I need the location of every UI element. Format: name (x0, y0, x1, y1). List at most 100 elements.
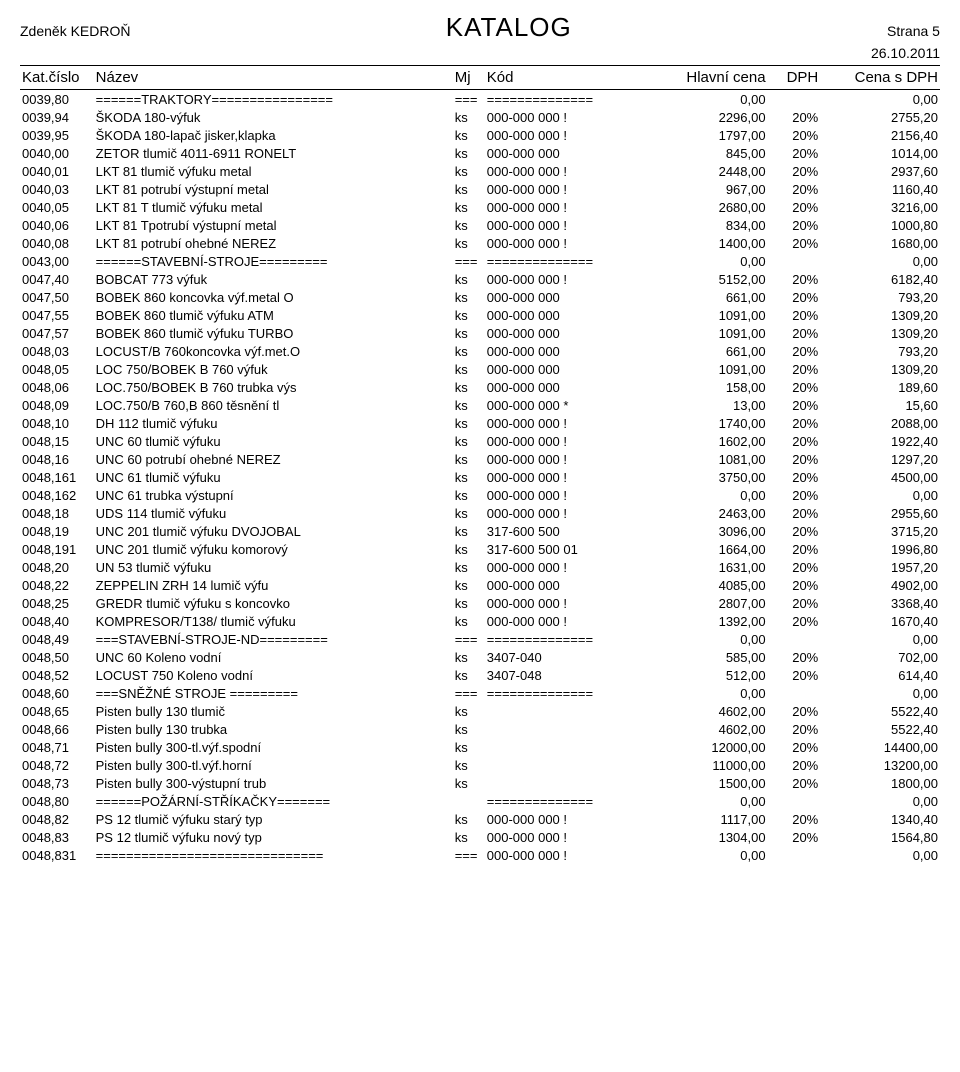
cell-naz: LKT 81 Tpotrubí výstupní metal (94, 216, 453, 234)
cell-hc: 158,00 (617, 378, 768, 396)
cell-cdp: 0,00 (820, 630, 940, 648)
cell-dph: 20% (768, 108, 821, 126)
cell-mj: ks (453, 126, 485, 144)
cell-cdp: 793,20 (820, 288, 940, 306)
cell-kod: 000-000 000 ! (485, 270, 617, 288)
table-row: 0048,22ZEPPELIN ZRH 14 lumič výfuks000-0… (20, 576, 940, 594)
table-row: 0048,831================================… (20, 846, 940, 864)
cell-kat: 0048,50 (20, 648, 94, 666)
cell-kat: 0048,73 (20, 774, 94, 792)
cell-kod: 000-000 000 ! (485, 846, 617, 864)
cell-mj: ks (453, 234, 485, 252)
cell-naz: UN 53 tlumič výfuku (94, 558, 453, 576)
table-row: 0040,05LKT 81 T tlumič výfuku metalks000… (20, 198, 940, 216)
cell-kat: 0048,16 (20, 450, 94, 468)
cell-kat: 0048,66 (20, 720, 94, 738)
cell-kat: 0048,15 (20, 432, 94, 450)
cell-kod (485, 720, 617, 738)
cell-dph: 20% (768, 648, 821, 666)
cell-naz: ===SNĚŽNÉ STROJE ========= (94, 684, 453, 702)
cell-kat: 0048,65 (20, 702, 94, 720)
cell-mj: ks (453, 378, 485, 396)
cell-kod: 3407-040 (485, 648, 617, 666)
cell-cdp: 5522,40 (820, 702, 940, 720)
cell-naz: PS 12 tlumič výfuku nový typ (94, 828, 453, 846)
cell-cdp: 1309,20 (820, 324, 940, 342)
table-row: 0048,40KOMPRESOR/T138/ tlumič výfukuks00… (20, 612, 940, 630)
page-header: Zdeněk KEDROŇ KATALOG Strana 5 (20, 12, 940, 43)
cell-kod: 317-600 500 01 (485, 540, 617, 558)
cell-hc: 0,00 (617, 846, 768, 864)
cell-dph (768, 792, 821, 810)
cell-hc: 512,00 (617, 666, 768, 684)
cell-hc: 1091,00 (617, 324, 768, 342)
cell-cdp: 15,60 (820, 396, 940, 414)
cell-kod: 000-000 000 (485, 378, 617, 396)
cell-hc: 967,00 (617, 180, 768, 198)
cell-kat: 0048,18 (20, 504, 94, 522)
table-row: 0048,65Pisten bully 130 tlumičks4602,002… (20, 702, 940, 720)
cell-cdp: 1564,80 (820, 828, 940, 846)
cell-dph (768, 846, 821, 864)
cell-kod: 000-000 000 ! (485, 198, 617, 216)
table-row: 0040,03LKT 81 potrubí výstupní metalks00… (20, 180, 940, 198)
cell-dph (768, 630, 821, 648)
table-row: 0048,25GREDR tlumič výfuku s koncovkoks0… (20, 594, 940, 612)
col-hlavni-cena: Hlavní cena (617, 66, 768, 90)
cell-naz: UNC 60 Koleno vodní (94, 648, 453, 666)
cell-naz: LKT 81 T tlumič výfuku metal (94, 198, 453, 216)
cell-mj: ks (453, 648, 485, 666)
cell-hc: 3750,00 (617, 468, 768, 486)
cell-mj: ks (453, 522, 485, 540)
cell-kod: 000-000 000 ! (485, 432, 617, 450)
cell-mj: ks (453, 306, 485, 324)
cell-mj: ks (453, 756, 485, 774)
cell-hc: 2463,00 (617, 504, 768, 522)
cell-kat: 0048,40 (20, 612, 94, 630)
cell-dph: 20% (768, 162, 821, 180)
cell-kat: 0040,00 (20, 144, 94, 162)
cell-cdp: 0,00 (820, 252, 940, 270)
cell-kod: 000-000 000 (485, 324, 617, 342)
cell-naz: ŠKODA 180-lapač jisker,klapka (94, 126, 453, 144)
cell-cdp: 1309,20 (820, 306, 940, 324)
cell-mj: ks (453, 288, 485, 306)
cell-kat: 0048,191 (20, 540, 94, 558)
cell-cdp: 6182,40 (820, 270, 940, 288)
cell-kat: 0048,162 (20, 486, 94, 504)
cell-kat: 0048,82 (20, 810, 94, 828)
cell-hc: 12000,00 (617, 738, 768, 756)
cell-naz: UNC 60 tlumič výfuku (94, 432, 453, 450)
cell-kat: 0047,55 (20, 306, 94, 324)
cell-hc: 0,00 (617, 630, 768, 648)
cell-naz: LKT 81 tlumič výfuku metal (94, 162, 453, 180)
cell-mj: ks (453, 432, 485, 450)
table-row: 0048,05LOC 750/BOBEK B 760 výfukks000-00… (20, 360, 940, 378)
print-date: 26.10.2011 (20, 45, 940, 61)
cell-naz: LOC.750/B 760,B 860 těsnění tl (94, 396, 453, 414)
cell-cdp: 2088,00 (820, 414, 940, 432)
cell-dph: 20% (768, 594, 821, 612)
cell-cdp: 793,20 (820, 342, 940, 360)
cell-hc: 3096,00 (617, 522, 768, 540)
cell-naz: UNC 60 potrubí ohebné NEREZ (94, 450, 453, 468)
cell-kod: 000-000 000 (485, 360, 617, 378)
cell-kat: 0039,95 (20, 126, 94, 144)
cell-kod: 000-000 000 ! (485, 126, 617, 144)
cell-cdp: 1297,20 (820, 450, 940, 468)
table-row: 0048,191UNC 201 tlumič výfuku komorovýks… (20, 540, 940, 558)
table-row: 0039,95ŠKODA 180-lapač jisker,klapkaks00… (20, 126, 940, 144)
cell-kat: 0048,09 (20, 396, 94, 414)
cell-naz: UNC 61 tlumič výfuku (94, 468, 453, 486)
table-row: 0048,20UN 53 tlumič výfukuks000-000 000 … (20, 558, 940, 576)
cell-dph: 20% (768, 828, 821, 846)
cell-hc: 1400,00 (617, 234, 768, 252)
cell-cdp: 1000,80 (820, 216, 940, 234)
cell-mj: === (453, 684, 485, 702)
col-dph: DPH (768, 66, 821, 90)
cell-cdp: 1957,20 (820, 558, 940, 576)
cell-kat: 0048,83 (20, 828, 94, 846)
table-row: 0040,00ZETOR tlumič 4011-6911 RONELTks00… (20, 144, 940, 162)
cell-hc: 5152,00 (617, 270, 768, 288)
cell-mj: ks (453, 486, 485, 504)
